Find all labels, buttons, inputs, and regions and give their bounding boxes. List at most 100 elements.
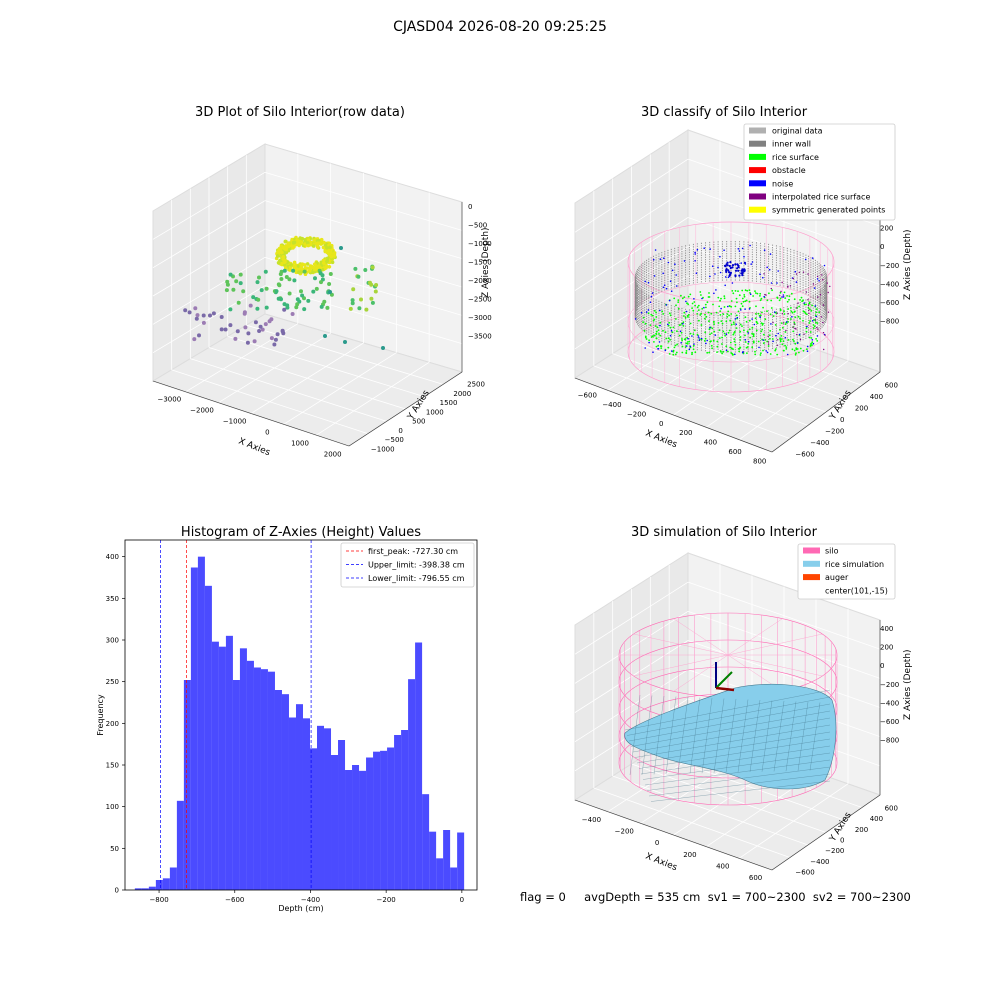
cls-rice-point	[659, 321, 662, 324]
cls-rice-point	[642, 316, 645, 319]
cls-rice-point	[704, 337, 707, 340]
cls-noise-point	[665, 287, 668, 290]
cls-rice-point	[791, 348, 794, 351]
raw-ring-point	[321, 261, 326, 265]
cls-rice-point	[778, 299, 781, 302]
cls-rice-point	[762, 306, 764, 309]
sim-grid-line	[687, 581, 881, 650]
histogram-bar	[352, 765, 360, 890]
sim-y-tick-label: −600	[795, 869, 814, 877]
cls-rice-point	[662, 329, 664, 332]
cls-noise-point	[785, 321, 788, 323]
cls-rice-point	[802, 319, 804, 322]
cls-interp-point	[772, 321, 774, 324]
sim-z-tick-label: −800	[880, 737, 899, 745]
raw-ring-point	[322, 240, 326, 245]
histogram-bar	[331, 755, 339, 890]
cls-rice-point	[692, 348, 695, 351]
cls-rice-point	[759, 292, 762, 295]
cls-rice-point	[707, 296, 710, 298]
cls-noise-point	[813, 287, 816, 289]
cls-rice-point	[737, 290, 739, 292]
cls-rice-point	[749, 292, 751, 294]
cls-noise-point	[669, 280, 672, 283]
sim-triad-y	[715, 671, 733, 689]
raw-purple-point	[272, 342, 277, 347]
cls-rice-point	[709, 333, 711, 336]
cls-noise-cluster	[724, 265, 727, 268]
raw-purple-point	[248, 303, 253, 308]
cls-rice-point	[781, 326, 784, 329]
cls-noise-point	[775, 334, 777, 337]
histogram-bar	[225, 635, 233, 890]
cls-noise-cluster	[734, 263, 737, 266]
cls-rice-point	[665, 337, 668, 340]
cls-rice-point	[682, 325, 685, 327]
cls-noise-point	[685, 345, 688, 347]
cls-rice-point	[754, 317, 757, 320]
histogram-bar	[155, 880, 163, 890]
cls-rice-point	[683, 315, 685, 317]
sim-x-tick-label: −200	[615, 828, 634, 836]
sim-legend-label: rice simulation	[825, 560, 884, 569]
cls-rice-point	[783, 310, 785, 313]
raw-purple-point	[243, 325, 248, 330]
cls-rice-point	[799, 317, 801, 320]
cls-rice-point	[660, 345, 663, 347]
cls-interp-point	[817, 328, 819, 330]
sim-mesh-line	[629, 694, 641, 776]
cls-rice-point	[780, 335, 783, 337]
cls-rice-point	[743, 294, 746, 296]
raw-side-point	[369, 296, 374, 301]
raw-green-point	[295, 302, 300, 307]
cls-noise-point	[670, 290, 673, 293]
cls-rice-point	[669, 326, 672, 329]
cls-rice-point	[741, 297, 744, 300]
raw-ring-point	[302, 263, 307, 267]
cls-rice-point	[710, 332, 713, 334]
cls-rice-point	[644, 335, 647, 338]
cls-rice-point	[745, 299, 748, 302]
cls-rice-point	[655, 345, 658, 348]
sim-mesh-line	[761, 700, 773, 772]
cls-rice-point	[704, 303, 707, 306]
cls-rice-point	[779, 337, 781, 340]
raw-green-point	[225, 279, 230, 284]
cls-noise-cluster	[727, 269, 730, 272]
raw-purple-point	[228, 323, 233, 328]
cls-noise-point	[705, 342, 707, 345]
raw-purple-point	[260, 327, 265, 332]
cls-rice-point	[677, 307, 680, 310]
cls-rice-point	[722, 330, 725, 333]
raw-ring-point	[275, 254, 280, 258]
cls-interp-point	[767, 343, 770, 345]
cls-legend-swatch	[749, 167, 766, 174]
cls-noise-point	[662, 272, 664, 275]
cls-rice-point	[738, 347, 741, 350]
histogram-y-tick-label: 100	[106, 803, 119, 811]
cls-rice-point	[809, 320, 811, 322]
histogram-bar	[134, 888, 142, 890]
cls-noise-point	[647, 281, 650, 284]
cls-noise-point	[698, 339, 701, 342]
cls-rice-point	[704, 313, 706, 316]
histogram-bar	[450, 867, 458, 890]
cls-x-tick-label: 800	[753, 457, 766, 465]
cls-rice-point	[681, 338, 683, 340]
cls-interp-point	[816, 275, 819, 278]
cls-rice-point	[769, 313, 772, 316]
cls-rice-point	[675, 351, 678, 354]
cls-rice-point	[744, 300, 747, 303]
sim-mesh-line	[713, 698, 725, 773]
cls-noise-point	[644, 280, 646, 283]
cls-rice-point	[784, 323, 787, 325]
cls-rice-point	[805, 330, 808, 333]
cls-rice-point	[723, 332, 726, 335]
cls-rice-point	[790, 318, 792, 320]
cls-noise-point	[737, 248, 740, 250]
cls-rice-point	[677, 299, 680, 301]
sim-x-tick-label: 400	[716, 863, 729, 871]
sim-silo-roof-wire	[727, 618, 783, 656]
cls-rice-point	[659, 334, 662, 337]
cls-noise-point	[682, 322, 684, 325]
